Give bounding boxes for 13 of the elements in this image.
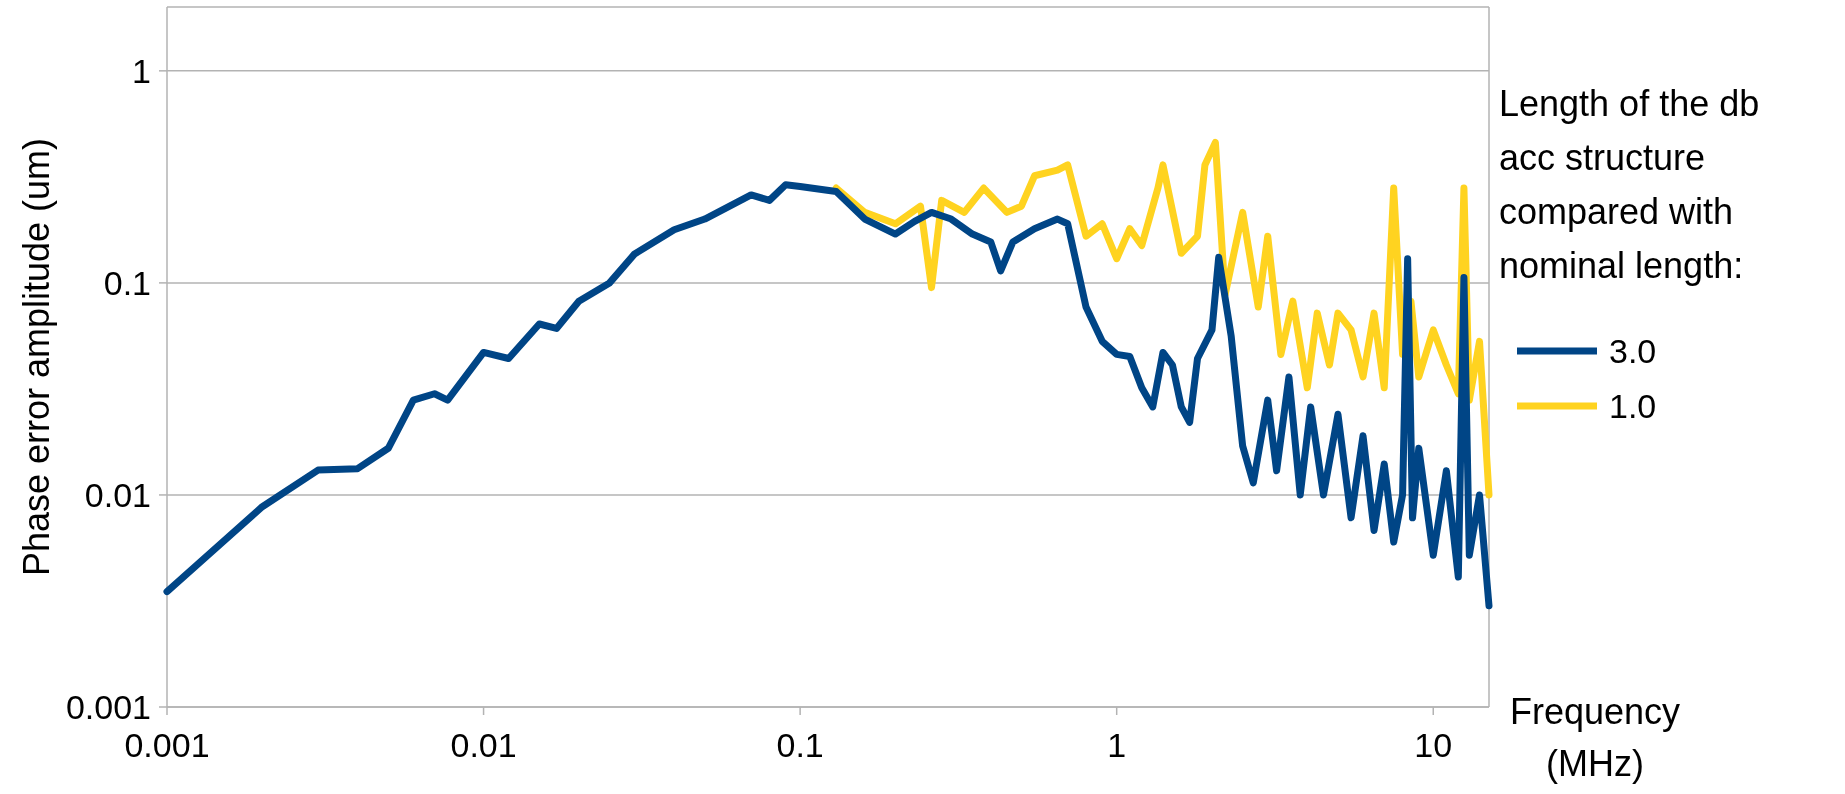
legend-title: Length of the db acc structure compared with nominal length: [1499, 83, 1760, 286]
x-tick-label: 1 [1107, 726, 1127, 764]
y-tick-label: 1 [132, 51, 151, 90]
x-tick-label: 0.1 [776, 726, 824, 764]
y-tick-label: 0.001 [65, 687, 151, 726]
x-axis-title: Frequency (MHz) [1509, 691, 1681, 784]
x-tick-label: 0.01 [450, 726, 517, 764]
x-tick-label: 10 [1414, 726, 1453, 764]
legend-label: 3.0 [1609, 331, 1657, 370]
legend-label: 1.0 [1609, 386, 1657, 425]
y-axis-title: Phase error amplitude (um) [15, 137, 57, 577]
y-tick-label: 0.01 [84, 475, 151, 514]
y-tick-label: 0.1 [103, 263, 151, 302]
